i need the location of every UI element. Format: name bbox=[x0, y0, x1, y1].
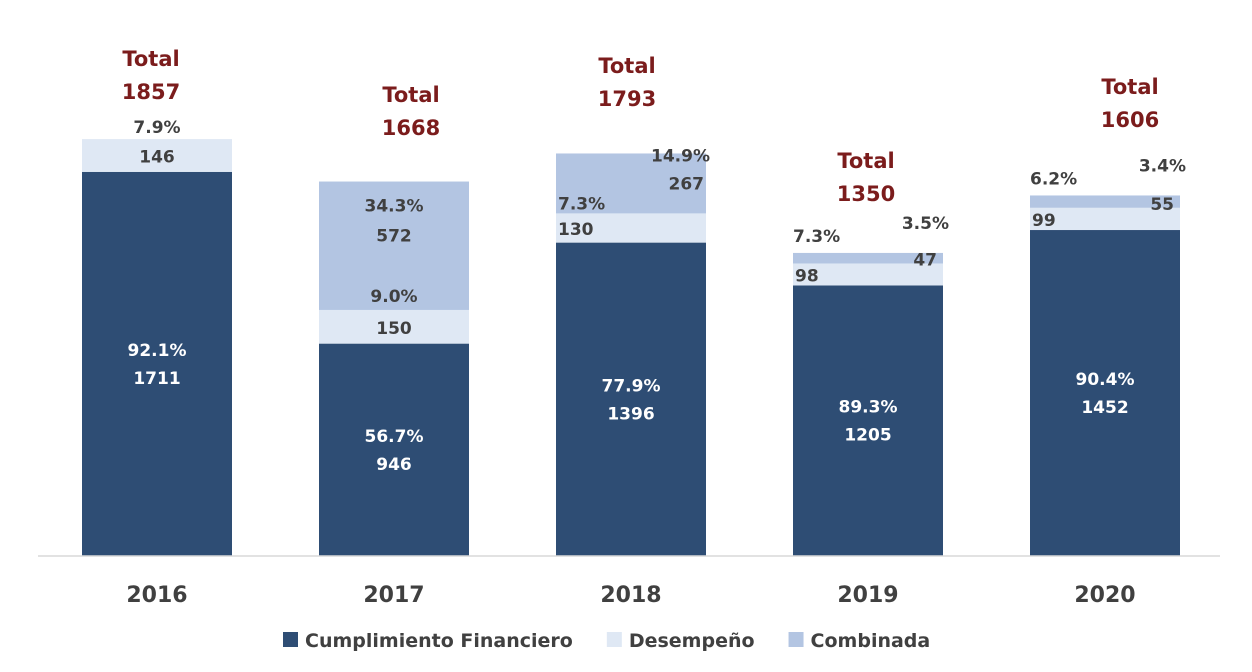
bar-segment-cumplimiento-financiero-2019 bbox=[793, 285, 943, 556]
labels-layer: 92.1% 1711 146 7.9% Total 1857 56.7% 946 150 9.0%… bbox=[122, 47, 1186, 475]
label-percent-combinada-2018: 14.9% bbox=[651, 146, 710, 166]
total-title-2018: Total bbox=[598, 54, 655, 78]
label-percent-desempeno-2019: 7.3% bbox=[793, 227, 840, 247]
total-title-2016: Total bbox=[122, 47, 179, 71]
total-value-2016: 1857 bbox=[122, 80, 180, 104]
label-percent-financiero-2018: 77.9% bbox=[602, 376, 661, 396]
bar-segment-cumplimiento-financiero-2020 bbox=[1030, 230, 1180, 556]
label-value-desempeno-2020: 99 bbox=[1032, 211, 1056, 231]
legend-swatch-combinada bbox=[788, 632, 804, 647]
legend: Cumplimiento Financiero Desempeño Combinad… bbox=[283, 630, 930, 652]
bar-segment-desempeño-2020 bbox=[1030, 207, 1180, 231]
label-percent-financiero-2017: 56.7% bbox=[365, 427, 424, 447]
label-percent-desempeno-2020: 6.2% bbox=[1030, 169, 1077, 189]
x-tick-2020: 2020 bbox=[1074, 583, 1135, 608]
bar-segment-cumplimiento-financiero-2018 bbox=[556, 242, 706, 556]
label-percent-combinada-2017: 34.3% bbox=[365, 197, 424, 217]
label-value-financiero-2018: 1396 bbox=[607, 404, 654, 424]
label-percent-desempeno-2016: 7.9% bbox=[133, 118, 180, 138]
bar-segment-desempeño-2016 bbox=[82, 139, 232, 172]
x-axis-ticks: 2016 2017 2018 2019 2020 bbox=[126, 583, 1135, 608]
bar-segment-combinada-2020 bbox=[1030, 195, 1180, 208]
label-value-desempeno-2016: 146 bbox=[139, 147, 175, 167]
label-value-combinada-2019: 47 bbox=[913, 250, 937, 270]
label-value-desempeno-2017: 150 bbox=[376, 319, 412, 339]
label-value-financiero-2019: 1205 bbox=[844, 426, 891, 446]
legend-swatch-desempeño bbox=[606, 632, 622, 647]
label-value-financiero-2020: 1452 bbox=[1081, 398, 1128, 418]
legend-label-cumplimiento-financiero: Cumplimiento Financiero bbox=[305, 630, 573, 652]
label-value-combinada-2017: 572 bbox=[376, 227, 412, 247]
total-title-2019: Total bbox=[837, 149, 894, 173]
label-percent-combinada-2020: 3.4% bbox=[1139, 156, 1186, 176]
label-value-combinada-2020: 55 bbox=[1150, 195, 1174, 215]
total-value-2019: 1350 bbox=[837, 182, 895, 206]
x-tick-2018: 2018 bbox=[600, 583, 661, 608]
label-percent-financiero-2020: 90.4% bbox=[1076, 370, 1135, 390]
label-percent-desempeno-2018: 7.3% bbox=[558, 194, 605, 214]
total-value-2017: 1668 bbox=[382, 116, 440, 140]
legend-swatch-cumplimiento-financiero bbox=[283, 632, 298, 647]
label-value-combinada-2018: 267 bbox=[669, 174, 705, 194]
x-tick-2016: 2016 bbox=[126, 583, 187, 608]
label-value-financiero-2017: 946 bbox=[376, 455, 412, 475]
x-tick-2019: 2019 bbox=[837, 583, 898, 608]
total-value-2018: 1793 bbox=[598, 87, 656, 111]
bar-segment-desempeño-2018 bbox=[556, 213, 706, 243]
label-percent-financiero-2019: 89.3% bbox=[839, 398, 898, 418]
legend-label-combinada: Combinada bbox=[811, 630, 931, 652]
bar-segment-cumplimiento-financiero-2017 bbox=[319, 343, 469, 556]
label-value-desempeno-2019: 98 bbox=[795, 266, 819, 286]
total-value-2020: 1606 bbox=[1101, 108, 1159, 132]
bar-segment-desempeño-2019 bbox=[793, 263, 943, 286]
legend-label-desempeño: Desempeño bbox=[629, 630, 755, 652]
label-percent-desempeno-2017: 9.0% bbox=[370, 287, 417, 307]
x-tick-2017: 2017 bbox=[363, 583, 424, 608]
bar-segment-combinada-2018 bbox=[556, 153, 706, 214]
label-percent-financiero-2016: 92.1% bbox=[128, 341, 187, 361]
label-value-desempeno-2018: 130 bbox=[558, 220, 594, 240]
label-percent-combinada-2019: 3.5% bbox=[902, 214, 949, 234]
total-title-2020: Total bbox=[1101, 75, 1158, 99]
bar-segment-desempeño-2017 bbox=[319, 309, 469, 344]
bar-segment-cumplimiento-financiero-2016 bbox=[82, 171, 232, 556]
total-title-2017: Total bbox=[382, 83, 439, 107]
label-value-financiero-2016: 1711 bbox=[133, 369, 180, 389]
bar-segment-combinada-2017 bbox=[319, 181, 469, 310]
bars-layer bbox=[82, 139, 1180, 556]
bar-segment-combinada-2019 bbox=[793, 252, 943, 264]
